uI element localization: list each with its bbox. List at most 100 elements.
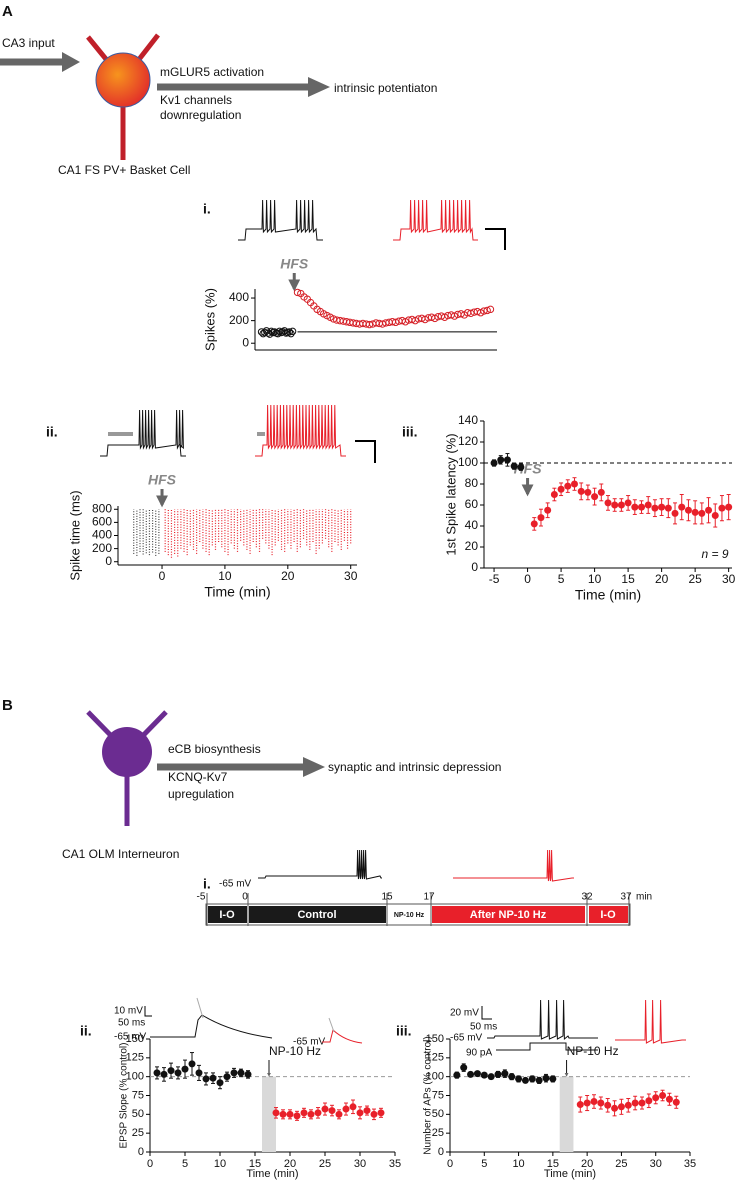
y-tick-label: 100: [458, 455, 478, 469]
timeline-block: [388, 906, 430, 923]
point: [705, 506, 713, 514]
annotation: NP-10 Hz: [567, 1044, 619, 1058]
point: [153, 1069, 161, 1077]
y-tick-label: 75: [132, 1089, 144, 1101]
trace: [487, 999, 598, 1041]
point: [583, 1099, 591, 1107]
point: [377, 1109, 385, 1117]
y-tick-label: 150: [126, 1033, 144, 1045]
point: [652, 1094, 660, 1102]
subpanel-label: iii.: [396, 1023, 412, 1039]
point: [617, 1103, 625, 1111]
subpanel-label: iii.: [402, 424, 418, 440]
point: [237, 1069, 245, 1077]
timeline-tick: 32: [581, 892, 593, 903]
note: n = 9: [701, 547, 728, 561]
point: [528, 1075, 536, 1083]
point: [274, 329, 282, 338]
scale-bar: [355, 440, 376, 463]
y-axis-label: EPSP Slope (% control): [119, 1043, 130, 1149]
timeline-block: [249, 906, 386, 923]
scale-label: -65 mV: [450, 1033, 483, 1044]
point: [604, 1101, 612, 1109]
y-tick-label: 200: [229, 313, 249, 327]
x-tick-label: 35: [389, 1158, 401, 1170]
y-axis-label: Number of APs (% control): [423, 1036, 434, 1154]
point: [544, 506, 552, 514]
scale-label: 90 pA: [466, 1048, 492, 1059]
point: [483, 306, 491, 315]
point: [604, 499, 612, 507]
x-tick-label: 0: [447, 1158, 453, 1170]
y-axis-label: Spike time (ms): [67, 490, 82, 580]
point: [195, 1069, 203, 1077]
timeline-block: [432, 906, 585, 923]
point: [328, 1107, 336, 1115]
point: [645, 1097, 653, 1105]
point: [550, 491, 558, 498]
point: [209, 1074, 217, 1082]
point: [638, 1099, 646, 1107]
point: [698, 509, 706, 517]
point: [391, 318, 400, 327]
point: [658, 503, 666, 511]
mechanism-arrow-head: [303, 757, 325, 777]
point: [365, 320, 374, 329]
cell-body: [102, 727, 152, 777]
x-tick-label: 25: [319, 1158, 331, 1170]
point: [711, 512, 719, 519]
mechanism-text: Kv1 channels: [160, 93, 232, 107]
point: [638, 503, 646, 511]
mechanism-text: eCB biosynthesis: [168, 742, 261, 756]
point: [503, 456, 511, 464]
x-axis-label: Time (min): [575, 587, 641, 603]
scale-label: 50 ms: [118, 1018, 145, 1029]
trace: [322, 1029, 363, 1044]
timeline-block-label: I-O: [600, 909, 616, 921]
timeline-block-label: After NP-10 Hz: [470, 909, 547, 921]
point: [611, 501, 619, 509]
point: [480, 1071, 488, 1079]
point: [557, 485, 565, 493]
y-tick-label: 75: [432, 1089, 444, 1101]
point: [473, 1070, 481, 1078]
x-tick-label: 25: [688, 572, 702, 586]
current-step: [496, 1042, 598, 1051]
point: [286, 1110, 294, 1118]
point: [576, 1101, 584, 1109]
x-tick-label: 5: [182, 1158, 188, 1170]
outcome-text: synaptic and intrinsic depression: [328, 760, 501, 774]
mechanism-text: KCNQ-Kv7: [168, 770, 228, 784]
timeline-tick: 0: [242, 892, 248, 903]
y-tick-label: 125: [126, 1052, 144, 1064]
point: [624, 1101, 632, 1109]
point: [515, 1075, 523, 1083]
point: [167, 1067, 175, 1075]
stim-artifact: [196, 997, 204, 1019]
timeline-tick: 37: [620, 892, 632, 903]
mechanism-arrow-head: [308, 77, 330, 97]
scale-bar: [144, 1006, 152, 1017]
scale-bar: [481, 1006, 492, 1020]
x-tick-label: 15: [249, 1158, 261, 1170]
point: [486, 305, 495, 314]
shade: [559, 1076, 574, 1152]
x-tick-label: 30: [354, 1158, 366, 1170]
point: [725, 503, 733, 511]
point: [651, 504, 659, 512]
y-tick-label: 150: [426, 1033, 444, 1045]
point: [293, 288, 302, 297]
y-tick-label: 600: [92, 515, 112, 529]
x-tick-label: 20: [281, 569, 295, 583]
subpanel-label: ii.: [80, 1023, 92, 1039]
point: [611, 1104, 619, 1112]
point: [497, 456, 505, 464]
point: [378, 320, 387, 328]
y-tick-label: 20: [465, 539, 479, 553]
y-tick-label: 0: [242, 335, 249, 349]
x-tick-label: 10: [218, 569, 232, 583]
point: [659, 1092, 667, 1099]
trace: [615, 999, 686, 1044]
point: [631, 503, 639, 511]
point: [510, 462, 518, 470]
